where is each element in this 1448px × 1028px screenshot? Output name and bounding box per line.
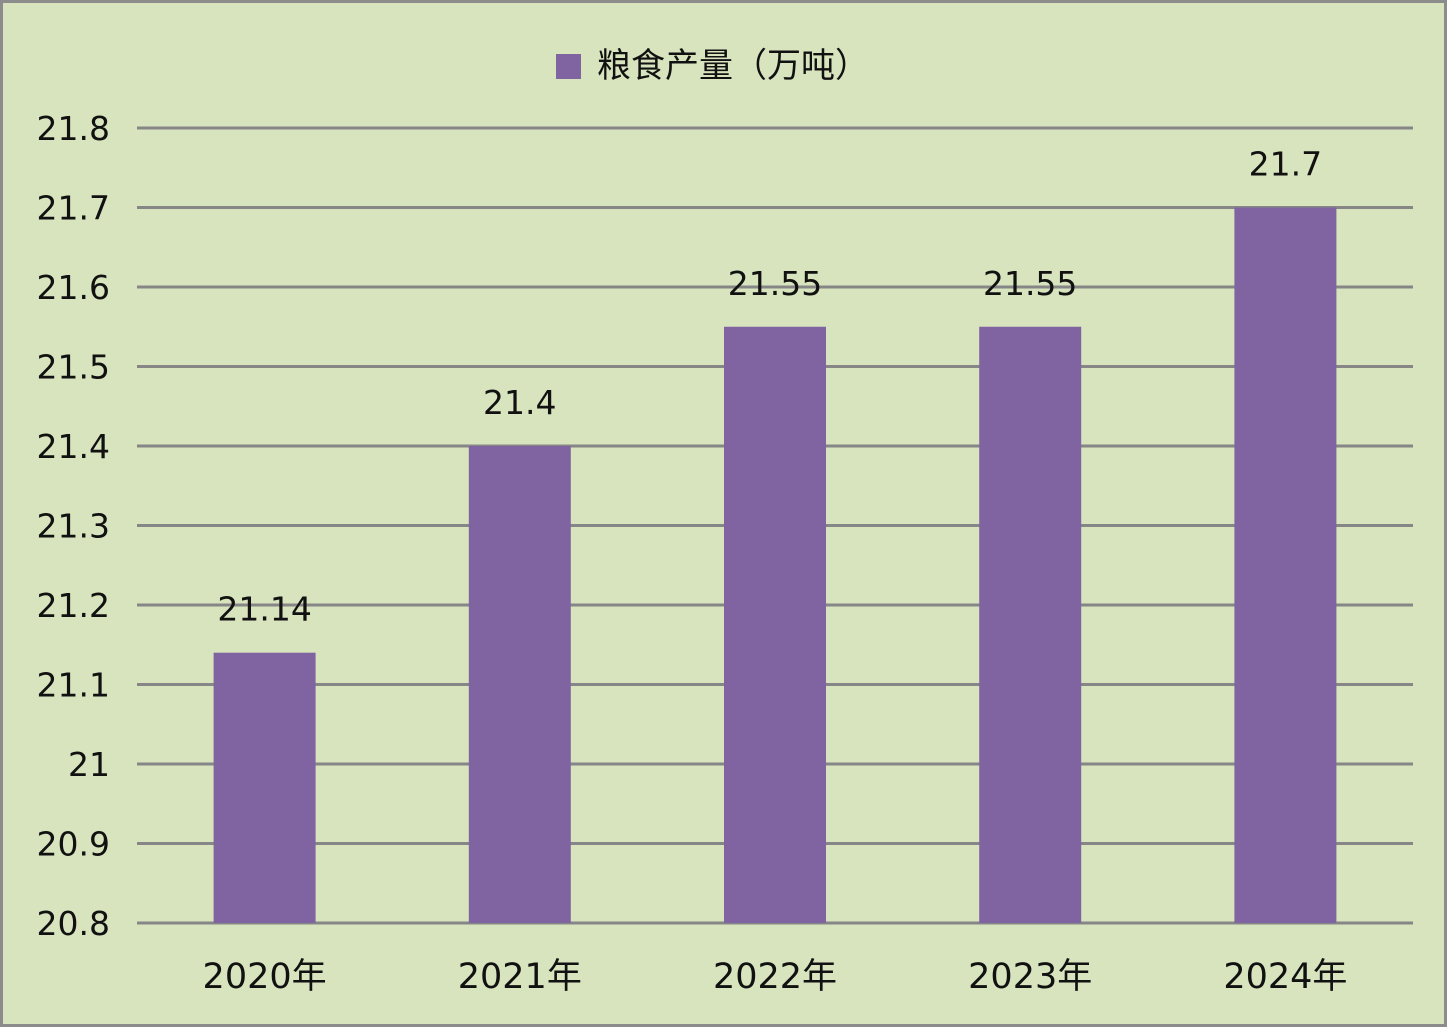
- bar-2024年: [1234, 207, 1337, 923]
- bar-2022年: [724, 326, 826, 923]
- x-tick-label: 2023年: [968, 957, 1092, 997]
- legend: 粮食产量（万吨）: [556, 46, 869, 86]
- y-tick-label: 21.5: [37, 348, 110, 387]
- y-tick-label: 21.8: [37, 109, 110, 148]
- bar-2023年: [979, 326, 1082, 923]
- x-tick-label: 2022年: [713, 957, 837, 997]
- x-tick-label: 2024年: [1223, 957, 1347, 997]
- y-tick-label: 21.3: [37, 507, 110, 546]
- data-label: 21.55: [983, 264, 1077, 303]
- data-label: 21.7: [1249, 145, 1322, 184]
- x-tick-label: 2020年: [203, 957, 327, 997]
- y-tick-label: 21: [68, 745, 110, 784]
- y-tick-label: 20.8: [37, 904, 110, 943]
- y-tick-label: 21.6: [37, 268, 110, 307]
- y-tick-label: 21.2: [37, 586, 110, 625]
- bar-2021年: [468, 446, 571, 923]
- data-label: 21.14: [217, 590, 311, 629]
- y-tick-label: 21.4: [37, 427, 110, 466]
- y-tick-label: 20.9: [37, 825, 110, 864]
- data-label: 21.4: [483, 383, 556, 422]
- data-label: 21.55: [728, 264, 822, 303]
- bar-2020年: [213, 652, 316, 923]
- legend-label: 粮食产量（万吨）: [597, 46, 869, 86]
- y-tick-label: 21.1: [37, 666, 110, 705]
- x-tick-label: 2021年: [458, 957, 582, 997]
- y-tick-label: 21.7: [37, 189, 110, 228]
- legend-swatch: [556, 54, 581, 79]
